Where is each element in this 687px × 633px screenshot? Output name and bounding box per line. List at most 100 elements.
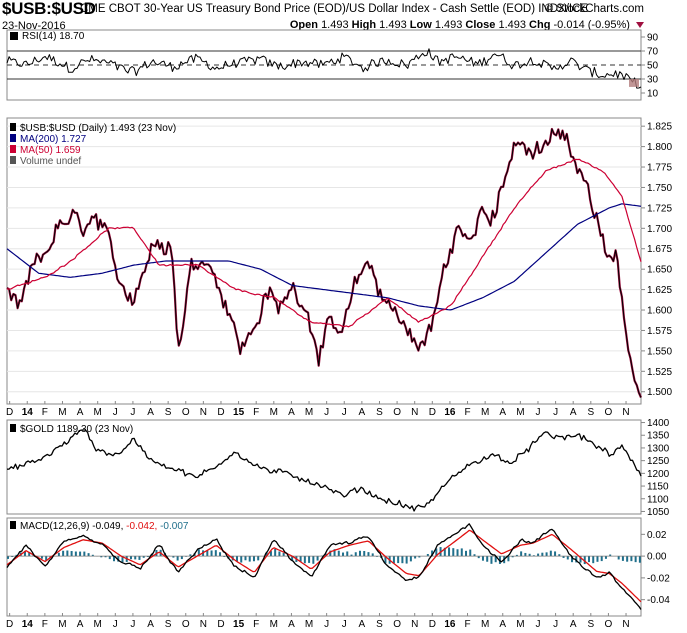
macd-xaxis-label-31: J <box>553 619 558 630</box>
macd-xaxis-label-0: D <box>6 619 13 630</box>
gold-axis-tick-label-7: 1050 <box>647 507 670 518</box>
macd-histogram-bar <box>456 549 459 557</box>
macd-histogram-bar <box>180 556 183 560</box>
price-xaxis-label-15: M <box>270 407 278 418</box>
rsi-legend: RSI(14) 18.70 <box>22 31 85 42</box>
macd-legend-part-2: -0.042, <box>126 521 160 532</box>
macd-histogram-bar <box>11 556 14 557</box>
macd-histogram-bar <box>460 548 463 557</box>
macd-histogram-bar <box>329 550 332 557</box>
macd-histogram-bar <box>57 552 60 557</box>
price-xaxis-label-7: J <box>130 407 135 418</box>
price-axis-tick-label-7: 1.650 <box>647 265 672 276</box>
macd-xaxis-label-9: S <box>165 619 172 630</box>
macd-histogram-bar <box>609 554 612 557</box>
macd-histogram-bar <box>384 556 387 564</box>
price-panel <box>6 117 642 405</box>
macd-histogram-bar <box>528 553 531 557</box>
macd-histogram-bar <box>214 550 217 557</box>
macd-histogram-bar <box>176 556 179 561</box>
macd-histogram-bar <box>596 556 599 562</box>
macd-histogram-bar <box>206 550 209 557</box>
close-value: 1.493 <box>498 19 526 31</box>
price-axis-tick-label-11: 1.550 <box>647 346 672 357</box>
macd-axis-tick-label-2: -0.02 <box>647 573 670 584</box>
price-axis-tick-label-1: 1.800 <box>647 142 672 153</box>
macd-histogram-bar <box>274 548 277 557</box>
rsi-axis-tick-label-0: 90 <box>647 33 659 44</box>
price-xaxis-label-6: J <box>113 407 118 418</box>
price-axis-tick-label-13: 1.500 <box>647 387 672 398</box>
ma50-line <box>6 158 642 328</box>
price-xaxis-label-0: D <box>6 407 13 418</box>
macd-xaxis-label-4: A <box>77 619 84 630</box>
price-xaxis-label-20: A <box>359 407 366 418</box>
price-xaxis-label-29: M <box>516 407 524 418</box>
gold-axis-tick-label-2: 1300 <box>647 443 670 454</box>
macd-histogram-bar <box>511 556 514 558</box>
macd-histogram-bar <box>312 556 315 564</box>
macd-histogram-bar <box>197 549 200 557</box>
macd-panel <box>6 517 642 617</box>
macd-histogram-bar <box>104 556 107 558</box>
macd-histogram-bar <box>465 550 468 557</box>
macd-xaxis-label-17: M <box>305 619 313 630</box>
macd-xaxis-label-8: A <box>147 619 154 630</box>
macd-xaxis-label-3: M <box>58 619 66 630</box>
price-xaxis-label-33: S <box>587 407 594 418</box>
macd-xaxis-label-23: N <box>411 619 418 630</box>
macd-histogram-bar <box>240 556 243 563</box>
price-xaxis-label-26: F <box>464 407 470 418</box>
macd-histogram-bar <box>367 552 370 557</box>
price-legend-swatch-3 <box>10 156 16 164</box>
macd-xaxis-label-28: A <box>499 619 506 630</box>
macd-histogram-bar <box>40 556 43 559</box>
macd-xaxis-label-35: N <box>622 619 629 630</box>
macd-xaxis-label-5: M <box>94 619 102 630</box>
macd-histogram-bar <box>431 550 434 557</box>
gold-axis-tick-label-5: 1150 <box>647 482 669 493</box>
macd-histogram-bar <box>91 554 94 557</box>
macd-histogram-bar <box>189 554 192 557</box>
macd-histogram-bar <box>558 554 561 557</box>
macd-histogram-bar <box>481 556 484 561</box>
macd-xaxis-label-11: N <box>200 619 207 630</box>
price-axis-tick-label-6: 1.675 <box>647 244 672 255</box>
macd-xaxis-label-32: A <box>570 619 577 630</box>
macd-histogram-bar <box>473 554 476 557</box>
price-xaxis-label-25: 16 <box>444 407 456 418</box>
macd-histogram-bar <box>342 552 345 557</box>
rsi-oversold-fill <box>629 79 639 87</box>
macd-histogram-bar <box>604 556 607 559</box>
macd-histogram-bar <box>452 548 455 557</box>
macd-histogram-bar <box>494 556 497 563</box>
price-axis-tick-label-9: 1.600 <box>647 306 672 317</box>
macd-legend-part-1: -0.049, <box>92 521 126 532</box>
macd-histogram-bar <box>592 556 595 564</box>
macd-line <box>6 523 642 610</box>
price-axis-tick-label-8: 1.625 <box>647 285 672 296</box>
rsi-axis-tick-label-3: 30 <box>647 75 659 86</box>
macd-histogram-bar <box>121 556 124 563</box>
price-xaxis-label-35: N <box>622 407 629 418</box>
macd-histogram-bar <box>587 556 590 563</box>
close-label: Close <box>465 19 496 31</box>
macd-xaxis-label-33: S <box>587 619 594 630</box>
chg-value: -0.014 (-0.95%) <box>553 19 630 31</box>
rsi-line <box>6 48 642 89</box>
high-value: 1.493 <box>379 19 407 31</box>
price-xaxis-label-12: D <box>217 407 224 418</box>
price-xaxis-label-13: 15 <box>233 407 245 418</box>
macd-xaxis-label-2: F <box>42 619 48 630</box>
macd-histogram-bar <box>414 556 417 559</box>
gold-axis-tick-label-3: 1250 <box>647 456 670 467</box>
macd-xaxis-label-27: M <box>481 619 489 630</box>
macd-histogram-bar <box>28 551 31 557</box>
macd-xaxis-label-30: J <box>535 619 540 630</box>
gold-legend: $GOLD 1189.30 (23 Nov) <box>20 424 133 435</box>
macd-histogram-bar <box>638 556 641 563</box>
rsi-axis-tick-label-2: 50 <box>647 61 659 72</box>
macd-histogram-bar <box>7 556 9 559</box>
macd-histogram-bar <box>248 556 251 562</box>
macd-histogram-bar <box>617 556 620 560</box>
